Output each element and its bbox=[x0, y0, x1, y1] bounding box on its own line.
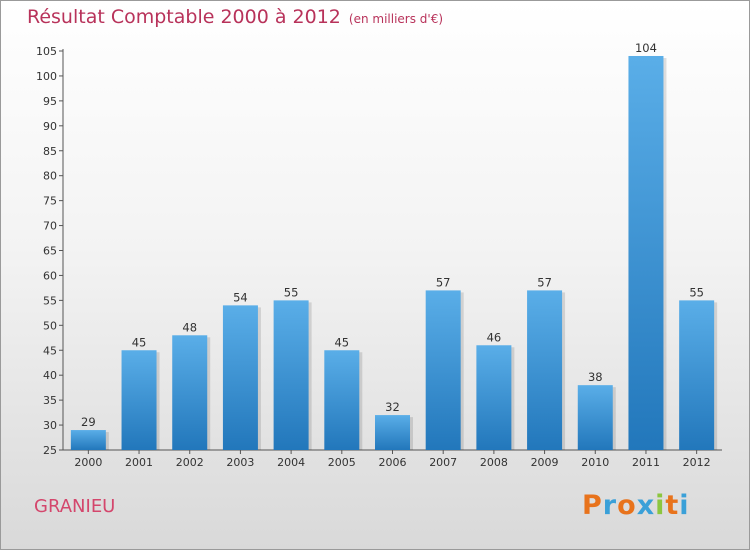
bar-2010 bbox=[577, 385, 613, 450]
y-tick-label: 95 bbox=[43, 95, 57, 108]
value-label: 55 bbox=[284, 285, 299, 299]
x-tick-label: 2003 bbox=[226, 456, 254, 469]
logo-letter: x bbox=[636, 490, 656, 521]
x-tick-label: 2001 bbox=[125, 456, 153, 469]
y-tick-label: 35 bbox=[43, 394, 57, 407]
y-tick-label: 70 bbox=[43, 220, 57, 233]
y-tick-label: 90 bbox=[43, 120, 57, 133]
value-label: 48 bbox=[182, 320, 197, 334]
y-tick-label: 25 bbox=[43, 444, 57, 457]
x-tick-label: 2006 bbox=[379, 456, 407, 469]
bar-2011 bbox=[628, 55, 664, 451]
value-label: 46 bbox=[487, 330, 502, 344]
bar-2007 bbox=[425, 290, 461, 450]
y-tick-label: 100 bbox=[36, 70, 57, 83]
logo-letter: r bbox=[602, 490, 618, 521]
bar-2005 bbox=[324, 350, 360, 450]
y-tick-label: 80 bbox=[43, 170, 57, 183]
y-tick-label: 55 bbox=[43, 294, 57, 307]
commune-name: GRANIEU bbox=[34, 496, 116, 517]
chart-title: Résultat Comptable 2000 à 2012 (en millie… bbox=[27, 6, 443, 28]
x-tick-label: 2008 bbox=[480, 456, 508, 469]
value-label: 104 bbox=[635, 41, 657, 55]
title-unit: (en milliers d'€) bbox=[348, 12, 444, 26]
x-tick-label: 2011 bbox=[632, 456, 660, 469]
bar-2009 bbox=[527, 290, 563, 450]
y-tick-label: 40 bbox=[43, 369, 57, 382]
x-tick-label: 2010 bbox=[581, 456, 609, 469]
y-tick-label: 45 bbox=[43, 344, 57, 357]
value-label: 29 bbox=[81, 415, 96, 429]
y-tick-label: 30 bbox=[43, 419, 57, 432]
proxiti-logo: Proxiti bbox=[582, 490, 690, 521]
bar-2002 bbox=[172, 335, 208, 450]
x-tick-label: 2012 bbox=[683, 456, 711, 469]
value-label: 57 bbox=[436, 275, 451, 289]
bar-2004 bbox=[273, 300, 309, 450]
y-tick-label: 105 bbox=[36, 45, 57, 58]
value-label: 55 bbox=[689, 285, 704, 299]
y-tick-label: 75 bbox=[43, 195, 57, 208]
value-label: 38 bbox=[588, 370, 603, 384]
bar-2001 bbox=[121, 350, 157, 450]
y-tick-label: 85 bbox=[43, 145, 57, 158]
x-tick-label: 2002 bbox=[176, 456, 204, 469]
x-tick-label: 2000 bbox=[74, 456, 102, 469]
logo-letter: t bbox=[665, 490, 680, 521]
bar-2012 bbox=[679, 300, 715, 450]
x-tick-label: 2007 bbox=[429, 456, 457, 469]
logo-letter: i bbox=[679, 490, 690, 521]
logo-letter: P bbox=[582, 490, 603, 521]
value-label: 32 bbox=[385, 400, 400, 414]
bar-2000 bbox=[70, 430, 106, 450]
y-tick-label: 60 bbox=[43, 269, 57, 282]
y-tick-label: 65 bbox=[43, 245, 57, 258]
bar-2003 bbox=[222, 305, 258, 450]
bar-2008 bbox=[476, 345, 512, 450]
logo-letter: i bbox=[655, 490, 666, 521]
logo-letter: o bbox=[617, 490, 637, 521]
value-label: 54 bbox=[233, 290, 248, 304]
value-label: 45 bbox=[132, 335, 147, 349]
bar-2006 bbox=[375, 415, 410, 450]
value-label: 57 bbox=[537, 275, 552, 289]
value-label: 45 bbox=[334, 335, 349, 349]
x-tick-label: 2004 bbox=[277, 456, 305, 469]
title-text: Résultat Comptable 2000 à 2012 bbox=[27, 6, 341, 28]
y-tick-label: 50 bbox=[43, 319, 57, 332]
x-tick-label: 2005 bbox=[328, 456, 356, 469]
x-tick-label: 2009 bbox=[531, 456, 559, 469]
